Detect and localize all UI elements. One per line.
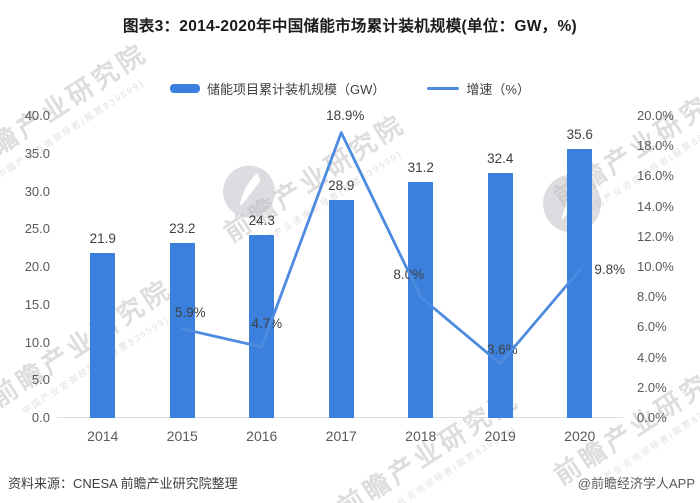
y-axis-tick-right: 12.0% [637, 228, 674, 244]
y-axis-tick-left: 5.0 [31, 372, 50, 388]
bar-2018 [408, 182, 434, 418]
line-value-label: 9.8% [594, 262, 626, 278]
bar-2015 [169, 242, 195, 418]
bar-2020 [567, 149, 593, 418]
source-note: 资料来源：CNESA 前瞻产业研究院整理 [8, 476, 238, 491]
chart-title: 图表3：2014-2020年中国储能市场累计装机规模(单位：GW，%) [122, 18, 578, 35]
bar-value-label: 31.2 [407, 160, 434, 176]
bar-2019 [487, 173, 513, 418]
y-axis-tick-left: 15.0 [24, 296, 50, 312]
x-axis-label-2017: 2017 [325, 428, 357, 444]
y-axis-tick-right: 0.0% [637, 410, 667, 425]
line-value-label: 5.9% [174, 304, 206, 320]
y-axis-tick-left: 25.0 [24, 221, 50, 237]
y-axis-tick-right: 18.0% [637, 138, 674, 154]
y-axis-tick-right: 4.0% [637, 349, 667, 365]
y-axis-tick-left: 10.0 [24, 334, 50, 350]
x-axis-label-2014: 2014 [87, 428, 119, 444]
x-axis-label-2020: 2020 [564, 428, 596, 444]
bar-value-label: 21.9 [89, 230, 116, 246]
y-axis-tick-left: 35.0 [24, 145, 50, 161]
bar-value-label: 23.2 [169, 220, 196, 236]
y-axis-tick-right: 6.0% [637, 319, 667, 335]
legend-bar-label: 储能项目累计装机规模（GW） [207, 81, 386, 97]
bar-value-label: 32.4 [487, 151, 514, 167]
legend-line-label: 增速（%） [466, 81, 530, 97]
bar-2014 [90, 252, 116, 418]
line-value-label: 18.9% [326, 107, 365, 123]
line-value-label: 3.6% [486, 341, 518, 357]
bar-value-label: 28.9 [328, 177, 355, 193]
y-axis-tick-left: 20.0 [24, 259, 50, 274]
bar-swatch-icon [170, 83, 201, 93]
x-axis-label-2015: 2015 [166, 428, 198, 444]
x-axis-label-2019: 2019 [484, 428, 516, 444]
line-value-label: 8.0% [393, 267, 425, 283]
y-axis-tick-right: 8.0% [637, 289, 667, 305]
y-axis-tick-left: 40.0 [24, 108, 50, 123]
bar-value-label: 35.6 [566, 127, 593, 143]
legend: 储能项目累计装机规模（GW） 增速（%） [0, 79, 700, 97]
x-axis-label-2018: 2018 [405, 428, 437, 444]
y-axis-tick-right: 14.0% [637, 198, 674, 214]
bar-value-label: 24.3 [248, 212, 275, 228]
y-axis-tick-right: 2.0% [637, 379, 667, 395]
y-axis-tick-left: 0.0 [31, 410, 50, 425]
legend-item-bar: 储能项目累计装机规模（GW） [170, 79, 385, 98]
x-axis-label-2016: 2016 [246, 428, 278, 444]
credit-note: @前瞻经济学人APP [577, 476, 695, 491]
y-axis-tick-right: 20.0% [637, 108, 674, 123]
line-swatch-icon [427, 86, 460, 90]
legend-item-line: 增速（%） [427, 79, 530, 98]
y-axis-tick-right: 16.0% [637, 168, 674, 184]
y-axis-tick-left: 30.0 [24, 183, 50, 199]
line-value-label: 4.7% [251, 316, 283, 332]
bar-2017 [328, 199, 354, 418]
y-axis-tick-right: 10.0% [637, 259, 674, 274]
